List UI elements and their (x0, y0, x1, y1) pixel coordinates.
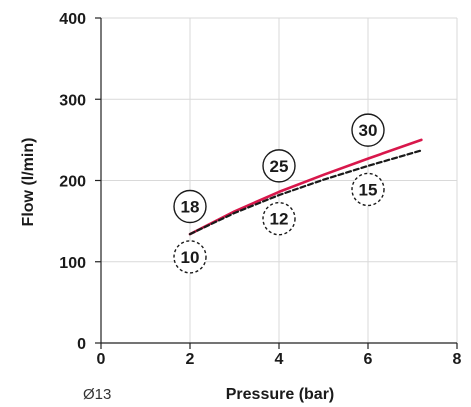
y-tick-label-400: 400 (59, 11, 86, 28)
annotation-label-25: 25 (270, 157, 289, 176)
annotation-circle-10 (173, 240, 207, 274)
corner-label: Ø13 (83, 386, 111, 403)
x-tick-label-6: 6 (364, 351, 373, 368)
x-tick-label-4: 4 (275, 351, 284, 368)
y-tick-label-100: 100 (59, 255, 86, 272)
x-tick-label-2: 2 (186, 351, 195, 368)
axes (95, 17, 458, 349)
x-tick-label-0: 0 (97, 351, 106, 368)
annotation-circle-15 (351, 172, 385, 207)
y-tick-label-0: 0 (77, 336, 86, 353)
annotation-label-15: 15 (359, 180, 378, 199)
annotation-label-18: 18 (181, 198, 200, 217)
y-axis-title: Flow (l/min) (20, 138, 37, 227)
annotation-label-30: 30 (359, 121, 378, 140)
tick-labels: 0 2 4 6 8 0 100 200 300 400 (59, 11, 461, 368)
y-tick-label-200: 200 (59, 174, 86, 191)
annotation-bubbles: 18 10 25 12 30 15 (173, 113, 385, 274)
annotation-circle-30 (351, 113, 385, 147)
series-line-solid (188, 138, 423, 236)
series-line-dashed (188, 149, 423, 236)
annotation-circle-18 (173, 189, 207, 224)
x-axis-title: Pressure (bar) (226, 386, 335, 403)
annotation-circle-12 (262, 201, 296, 236)
x-tick-label-8: 8 (453, 351, 462, 368)
annotation-circle-25 (262, 149, 296, 183)
annotation-label-10: 10 (181, 248, 200, 267)
y-tick-label-300: 300 (59, 92, 86, 109)
annotation-label-12: 12 (270, 210, 289, 229)
series-lines (188, 138, 423, 236)
